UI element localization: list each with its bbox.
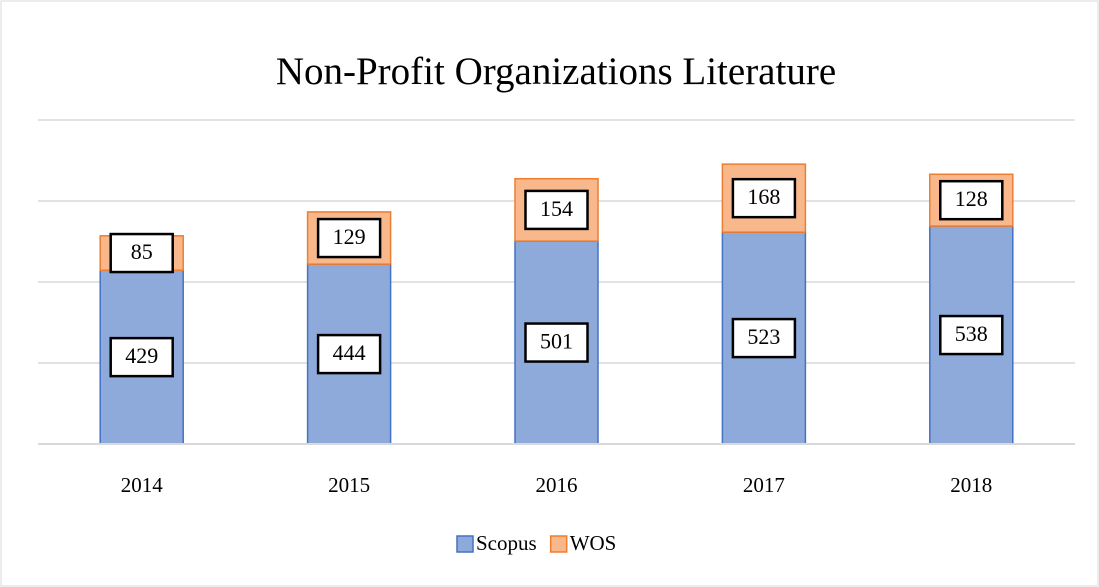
data-label: 538 bbox=[955, 321, 988, 346]
data-label-box bbox=[939, 314, 1004, 356]
chart-title: Non-Profit Organizations Literature bbox=[276, 50, 836, 93]
data-label-box bbox=[316, 217, 382, 259]
x-tick-label: 2014 bbox=[121, 473, 164, 497]
legend-swatch bbox=[456, 535, 474, 553]
data-label: 429 bbox=[125, 343, 158, 368]
data-label-box bbox=[109, 336, 174, 378]
legend-swatch bbox=[549, 535, 568, 553]
x-tick-label: 2016 bbox=[536, 473, 578, 497]
data-label: 128 bbox=[955, 186, 988, 211]
data-label: 154 bbox=[540, 196, 573, 221]
data-label-box bbox=[524, 189, 589, 231]
data-label: 168 bbox=[747, 184, 780, 209]
data-label-box bbox=[731, 177, 797, 219]
legend-label: WOS bbox=[570, 531, 617, 555]
data-label-box bbox=[731, 317, 797, 359]
data-label: 444 bbox=[333, 340, 366, 365]
data-label-box bbox=[524, 322, 589, 363]
data-label: 85 bbox=[131, 239, 153, 264]
data-label-box bbox=[316, 333, 382, 375]
x-tick-label: 2017 bbox=[743, 473, 785, 497]
data-label: 129 bbox=[333, 224, 366, 249]
x-tick-label: 2015 bbox=[328, 473, 370, 497]
data-label-box bbox=[109, 232, 174, 274]
data-label-box bbox=[939, 179, 1004, 221]
data-label: 523 bbox=[747, 324, 780, 349]
legend-label: Scopus bbox=[476, 531, 537, 555]
x-tick-label: 2018 bbox=[950, 473, 992, 497]
data-label: 501 bbox=[540, 329, 573, 354]
